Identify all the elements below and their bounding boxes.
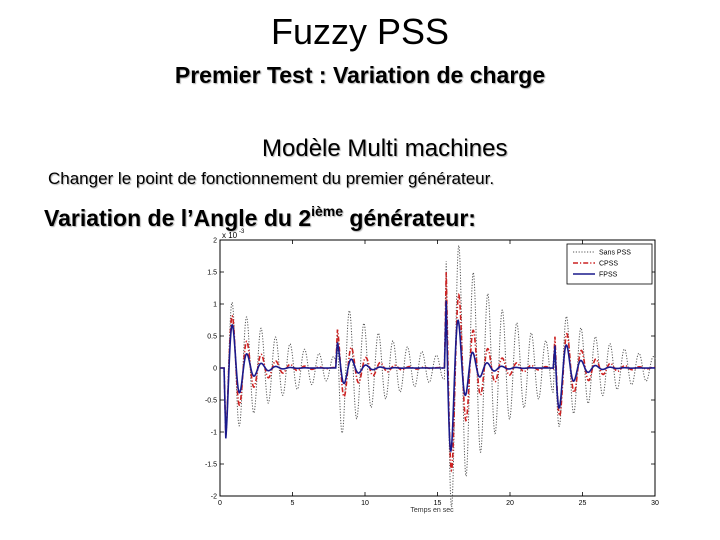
chart-legend: Sans PSS CPSS FPSS	[566, 243, 653, 285]
legend-label-0: Sans PSS	[599, 250, 631, 257]
change-description: Changer le point de fonctionnement du pr…	[48, 169, 495, 188]
variation-suffix: générateur:	[343, 205, 476, 231]
x-tick-label-5: 25	[579, 500, 587, 507]
x-axis-label: Temps en sec	[410, 507, 454, 514]
legend-label-2: FPSS	[599, 272, 618, 279]
y-tick-label-0: -2	[211, 494, 217, 501]
series-line-fpss	[220, 300, 655, 453]
y-exponent: x 10 -3	[222, 229, 245, 240]
y-exponent-power: -3	[239, 229, 245, 235]
y-tick-label-3: -0.5	[205, 398, 217, 405]
y-tick-label-7: 1.5	[207, 270, 217, 277]
x-tick-label-4: 20	[506, 500, 514, 507]
series-lines	[220, 244, 656, 509]
legend-label-1: CPSS	[599, 261, 618, 268]
x-tick-label-3: 15	[434, 500, 442, 507]
y-exponent-label: x 10	[222, 231, 238, 240]
y-tick-label-4: 0	[213, 366, 217, 373]
y-tick-label-5: 0.5	[207, 334, 217, 341]
x-tick-label-6: 30	[651, 500, 659, 507]
axis-ticks: 0 5 10 15 20 25 30 -2 -1.5 -1 -0.5 0 0.5 1 1.5 2	[205, 238, 659, 508]
x-tick-label-1: 5	[291, 500, 295, 507]
page-subtitle: Premier Test : Variation de charge	[174, 62, 546, 88]
page-title: Fuzzy PSS	[270, 11, 450, 52]
angle-variation-chart: 0 5 10 15 20 25 30 -2 -1.5 -1 -0.5 0 0.5 1 1.5 2 x 10 -…	[205, 229, 659, 514]
variation-prefix: Variation de l’Angle du 2	[44, 205, 312, 231]
y-tick-label-6: 1	[213, 302, 217, 309]
model-label: Modèle Multi machines	[262, 135, 508, 162]
legend-box	[566, 243, 653, 285]
variation-superscript: ième	[311, 203, 344, 219]
y-tick-label-8: 2	[213, 238, 217, 245]
series-line-sans-pss	[220, 244, 656, 509]
y-tick-label-2: -1	[211, 430, 217, 437]
x-tick-label-2: 10	[361, 500, 369, 507]
y-tick-label-1: -1.5	[205, 462, 217, 469]
variation-heading: Variation de l’Angle du 2ième générateur…	[44, 196, 476, 233]
x-tick-label-0: 0	[218, 500, 222, 507]
